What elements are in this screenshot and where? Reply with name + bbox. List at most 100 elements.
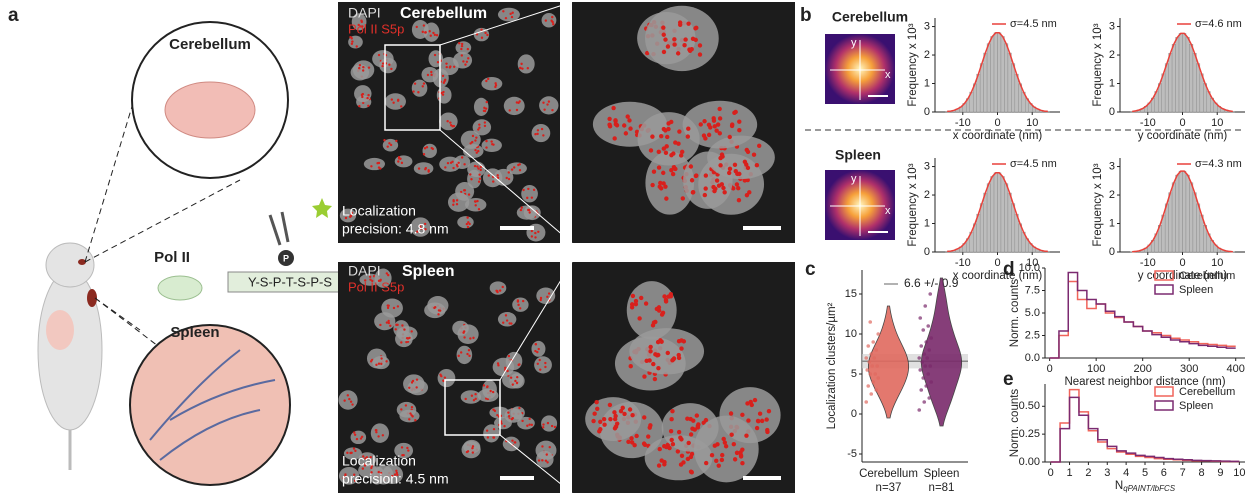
scale-bar	[743, 476, 781, 480]
bar	[1186, 175, 1189, 252]
localization	[379, 324, 381, 326]
x-axis-label: NqPAINT/lbFCS	[1115, 480, 1176, 493]
localization	[492, 180, 494, 182]
localization	[677, 356, 681, 360]
x-tick-label: 8	[1199, 467, 1205, 479]
x-tick-label: 5	[1142, 467, 1148, 479]
localization	[422, 85, 424, 87]
y-tick-label: 15	[845, 288, 857, 300]
bar	[1008, 53, 1011, 112]
localization	[377, 435, 379, 437]
localization	[403, 328, 405, 330]
localization	[536, 351, 538, 353]
localization	[483, 107, 485, 109]
bar	[1176, 175, 1179, 252]
point	[868, 320, 872, 324]
localization	[680, 454, 684, 458]
localization	[714, 459, 718, 463]
point	[929, 336, 933, 340]
localization	[663, 37, 667, 41]
x-tick-label: 7	[1180, 467, 1186, 479]
localization	[650, 134, 654, 138]
localization	[393, 307, 395, 309]
localization	[715, 178, 719, 182]
nucleus	[338, 390, 357, 409]
localization	[538, 348, 540, 350]
localization	[672, 37, 676, 41]
localization	[367, 94, 369, 96]
localization	[653, 377, 657, 381]
localization	[347, 394, 349, 396]
localization	[662, 460, 666, 464]
localization	[519, 307, 521, 309]
localization	[400, 105, 402, 107]
antibody-drawing	[270, 212, 288, 245]
localization	[473, 399, 475, 401]
localization	[395, 328, 397, 330]
legend-label: σ=4.3 nm	[1195, 158, 1242, 170]
localization	[531, 196, 533, 198]
y-tick-label: 7.5	[1025, 284, 1040, 296]
localization	[622, 123, 626, 127]
localization	[594, 400, 598, 404]
localization	[507, 411, 509, 413]
localization	[517, 300, 519, 302]
x-tick-label: 200	[1133, 363, 1151, 375]
localization	[687, 441, 691, 445]
localization	[682, 43, 686, 47]
localization	[764, 417, 768, 421]
localization	[703, 193, 707, 197]
localization	[520, 63, 522, 65]
localization	[734, 169, 738, 173]
localization	[546, 461, 548, 463]
localization	[512, 12, 514, 14]
localization	[543, 108, 545, 110]
localization	[528, 423, 530, 425]
x-tick-label: 0	[994, 117, 1000, 129]
localization	[670, 409, 674, 413]
psf-axis-label: y	[851, 173, 857, 185]
localization	[509, 13, 511, 15]
point	[876, 332, 880, 336]
localization	[366, 97, 368, 99]
localization	[671, 172, 675, 176]
localization	[478, 180, 480, 182]
localization	[444, 376, 446, 378]
localization	[676, 449, 680, 453]
localization	[495, 290, 497, 292]
localization	[351, 403, 353, 405]
localization	[400, 408, 402, 410]
localization	[651, 362, 655, 366]
localization	[434, 54, 436, 56]
localization	[470, 178, 472, 180]
point	[927, 396, 931, 400]
localization	[462, 332, 464, 334]
point	[869, 352, 873, 356]
localization	[686, 127, 690, 131]
point	[865, 368, 869, 372]
localization	[502, 322, 504, 324]
localization	[379, 167, 381, 169]
localization	[401, 446, 403, 448]
localization	[740, 461, 744, 465]
localization	[677, 339, 681, 343]
localization	[408, 337, 410, 339]
localization	[669, 153, 673, 157]
localization	[528, 209, 530, 211]
localization	[671, 357, 675, 361]
nucleus	[414, 162, 434, 174]
point	[871, 380, 875, 384]
localization	[648, 345, 652, 349]
localization	[423, 82, 425, 84]
localization	[690, 178, 694, 182]
localization	[508, 178, 510, 180]
localization	[737, 119, 741, 123]
legend-swatch	[1155, 285, 1173, 294]
localization	[516, 101, 518, 103]
point	[924, 384, 928, 388]
nucleus	[481, 77, 502, 90]
localization	[464, 189, 466, 191]
localization	[544, 366, 546, 368]
violin	[868, 306, 908, 418]
y-axis-label: Localization clusters/µm²	[826, 302, 838, 429]
